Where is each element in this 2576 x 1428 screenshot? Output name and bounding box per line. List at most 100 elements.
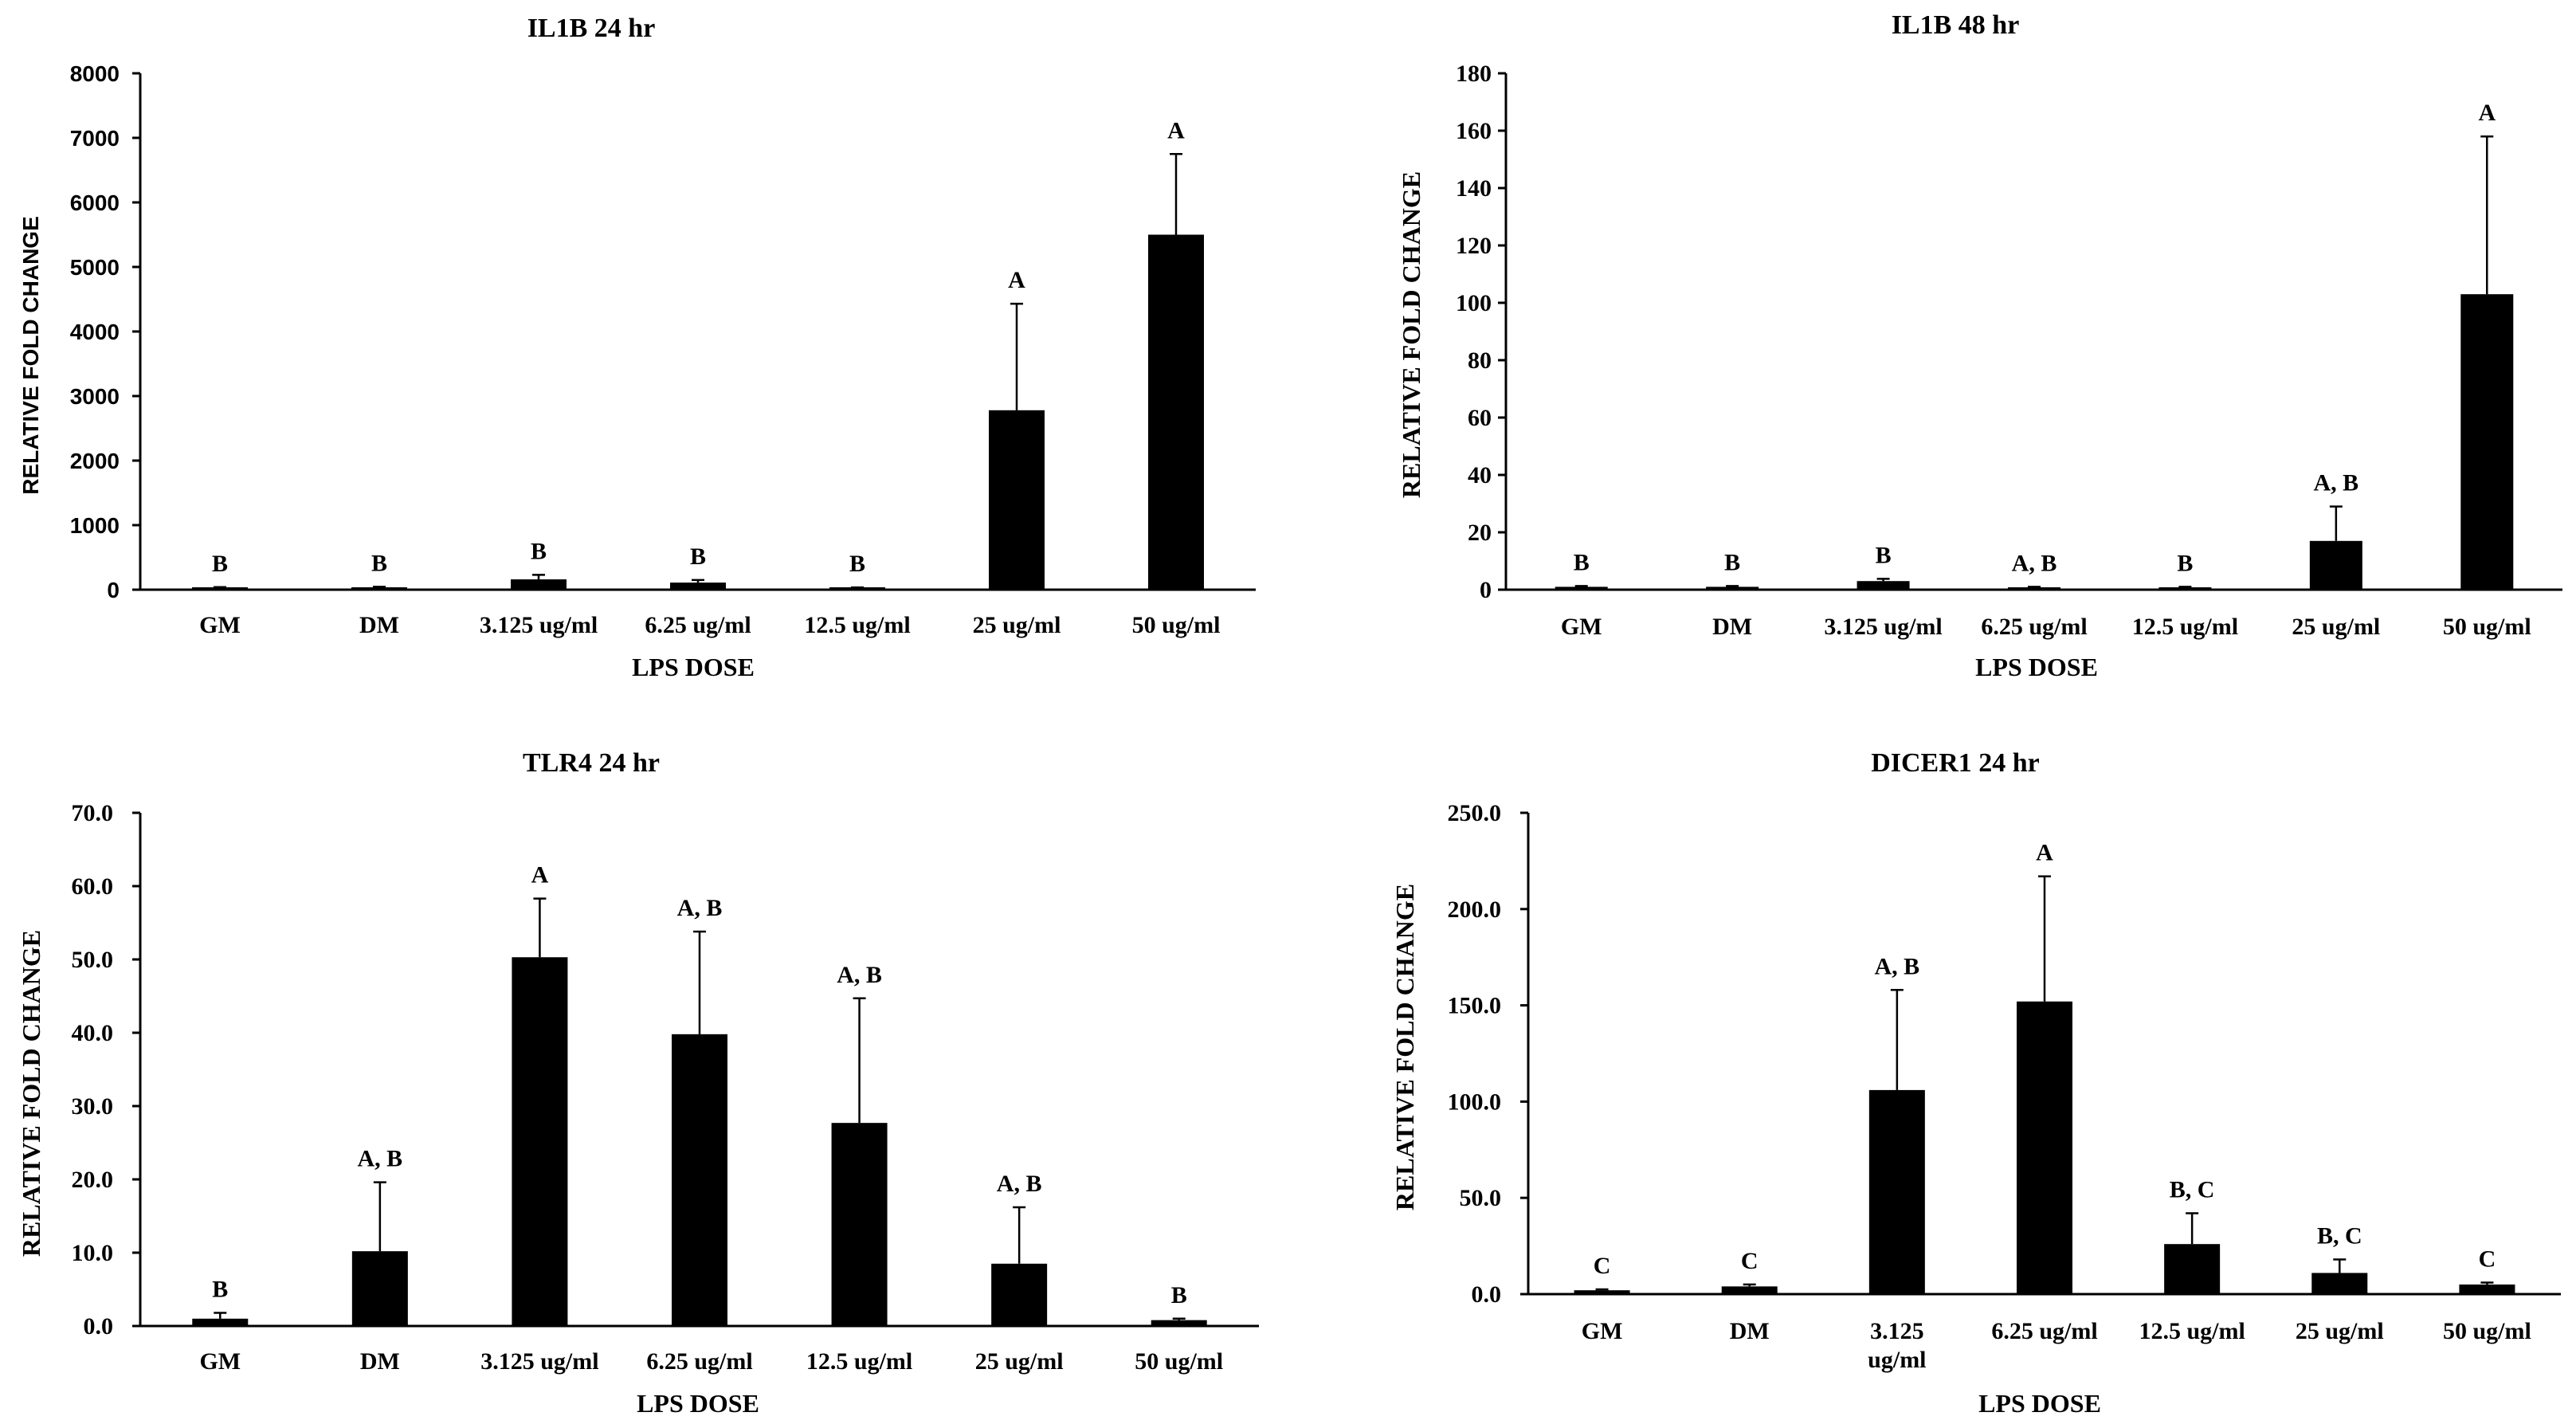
bar — [1857, 581, 1910, 590]
bar — [2309, 540, 2362, 590]
bar — [989, 410, 1045, 590]
significance-label: B — [1574, 549, 1590, 575]
x-tick-label: 6.25 ug/ml — [645, 612, 751, 638]
significance-label: B, C — [2317, 1223, 2362, 1250]
y-tick-label: 30.0 — [72, 1093, 114, 1120]
y-tick-label: 50.0 — [72, 947, 114, 973]
y-tick-label: 120 — [1456, 233, 1492, 259]
bar — [192, 587, 248, 590]
significance-label: B — [1876, 542, 1892, 568]
chart-il1b-24hr: IL1B 24 hr RELATIVE FOLD CHANGE LPS DOSE… — [18, 14, 1256, 681]
bar — [829, 587, 885, 590]
plot-area: 0 1000 2000 3000 4000 5000 6000 7000 8000 B GM B DM B… — [70, 61, 1256, 638]
significance-label: B — [690, 543, 706, 570]
y-tick-label: 0.0 — [1472, 1281, 1502, 1308]
chart-dicer1-24hr: DICER1 24 hr RELATIVE FOLD CHANGE LPS DO… — [1390, 748, 2561, 1418]
significance-label: A — [531, 862, 549, 889]
significance-label: C — [1741, 1248, 1759, 1274]
bar — [2164, 1244, 2221, 1294]
y-axis-label: RELATIVE FOLD CHANGE — [17, 930, 45, 1257]
x-tick-label: 3.125 ug/ml — [1824, 614, 1942, 640]
y-tick-label: 10.0 — [72, 1240, 114, 1266]
y-tick-label: 40.0 — [72, 1020, 114, 1046]
plot-area: 0.0 50.0 100.0 150.0 200.0 250.0 C GM C DM A, B 3.1… — [1448, 800, 2561, 1373]
significance-label: B, C — [2170, 1177, 2215, 1203]
significance-label: A, B — [358, 1146, 403, 1172]
x-tick-label: DM — [359, 612, 399, 638]
significance-label: B — [849, 551, 865, 577]
x-axis-label: LPS DOSE — [1978, 1389, 2101, 1418]
chart-title: IL1B 24 hr — [527, 14, 656, 43]
y-tick-label: 0 — [1480, 577, 1492, 603]
x-tick-label: 12.5 ug/ml — [2132, 614, 2238, 640]
y-tick-label: 20.0 — [72, 1167, 114, 1193]
significance-label: B — [1171, 1282, 1187, 1308]
x-tick-label: 25 ug/ml — [2292, 614, 2380, 640]
bar — [670, 583, 726, 590]
x-tick-label: GM — [1561, 614, 1602, 640]
x-tick-label: 25 ug/ml — [975, 1348, 1064, 1375]
bar — [351, 1251, 408, 1326]
bar — [511, 579, 567, 590]
x-axis-label: LPS DOSE — [637, 1389, 759, 1418]
bar — [2311, 1273, 2368, 1294]
significance-label: A — [2036, 840, 2053, 866]
y-axis-label: RELATIVE FOLD CHANGE — [18, 216, 43, 494]
y-tick-label: 60.0 — [72, 873, 114, 900]
y-tick-label: 1000 — [70, 513, 120, 538]
x-tick-label: 6.25 ug/ml — [646, 1348, 752, 1375]
y-tick-label: 50.0 — [1460, 1185, 1502, 1211]
y-tick-label: 0.0 — [84, 1313, 114, 1340]
y-axis-label: RELATIVE FOLD CHANGE — [1397, 171, 1425, 498]
significance-label: A, B — [1875, 953, 1920, 979]
x-tick-label: 6.25 ug/ml — [1981, 614, 2087, 640]
bar — [1721, 1286, 1778, 1294]
significance-label: A — [1008, 267, 1025, 293]
y-tick-label: 6000 — [70, 190, 120, 215]
x-axis-label: LPS DOSE — [632, 653, 755, 681]
chart-title: IL1B 48 hr — [1892, 10, 2020, 40]
bar — [2158, 587, 2212, 590]
x-tick-label: 12.5 ug/ml — [804, 612, 910, 638]
significance-label: B — [531, 538, 547, 564]
bar — [1706, 586, 1759, 590]
significance-label: A, B — [2314, 470, 2359, 496]
y-tick-label: 40 — [1468, 462, 1492, 488]
plot-area: 0.0 10.0 20.0 30.0 40.0 50.0 60.0 70.0 B GM A, B DM… — [72, 800, 1259, 1375]
bar — [1868, 1089, 1925, 1294]
y-tick-label: 200.0 — [1448, 896, 1502, 923]
significance-label: B — [212, 1276, 228, 1302]
y-tick-label: 60 — [1468, 405, 1492, 431]
x-tick-label: 50 ug/ml — [1135, 1348, 1223, 1375]
bar — [1151, 1320, 1207, 1326]
significance-label: B — [1724, 549, 1740, 575]
bar — [991, 1263, 1048, 1326]
significance-label: B — [212, 551, 228, 577]
significance-label: B — [2177, 550, 2193, 576]
x-tick-label: 25 ug/ml — [2296, 1318, 2384, 1344]
significance-label: A, B — [837, 962, 882, 988]
bar — [2459, 1284, 2515, 1294]
bar — [2008, 587, 2060, 590]
significance-label: C — [2479, 1246, 2496, 1273]
y-axis-label: RELATIVE FOLD CHANGE — [1390, 884, 1419, 1210]
y-tick-label: 8000 — [70, 61, 120, 86]
y-tick-label: 7000 — [70, 126, 120, 151]
x-tick-label: DM — [1730, 1318, 1770, 1344]
chart-il1b-48hr: IL1B 48 hr RELATIVE FOLD CHANGE LPS DOSE… — [1397, 10, 2562, 681]
significance-label: C — [1594, 1253, 1611, 1279]
significance-label: A — [1167, 117, 1185, 143]
y-tick-label: 80 — [1468, 347, 1492, 374]
significance-label: A, B — [997, 1171, 1042, 1197]
significance-label: B — [371, 550, 387, 576]
bar — [2017, 1001, 2072, 1294]
bar — [351, 587, 407, 590]
x-tick-label: 50 ug/ml — [2443, 1318, 2531, 1344]
y-tick-label: 250.0 — [1448, 800, 1502, 826]
y-tick-label: 0 — [107, 578, 120, 602]
x-tick-label: 12.5 ug/ml — [806, 1348, 912, 1375]
x-tick-label: ug/ml — [1868, 1347, 1926, 1373]
bar — [1148, 234, 1204, 590]
bar — [831, 1123, 888, 1326]
